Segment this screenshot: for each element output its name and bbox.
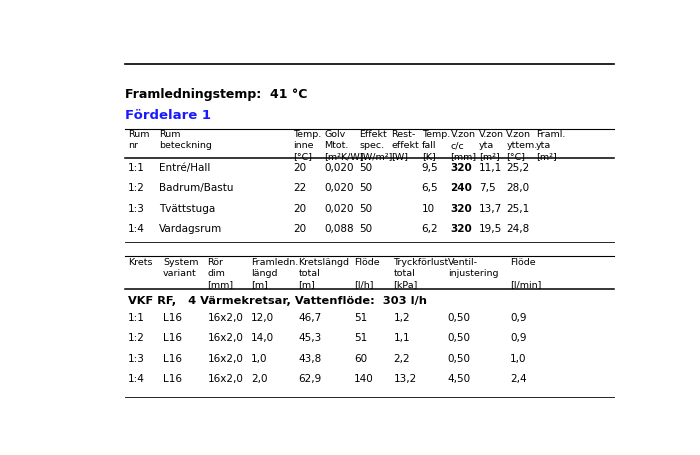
Text: 25,2: 25,2 xyxy=(506,163,530,173)
Text: Entré/Hall: Entré/Hall xyxy=(159,163,211,173)
Text: 320: 320 xyxy=(450,163,473,173)
Text: 2,4: 2,4 xyxy=(510,374,526,384)
Text: Flöde

[l/min]: Flöde [l/min] xyxy=(510,258,542,289)
Text: Effekt
spec.
[W/m²]: Effekt spec. [W/m²] xyxy=(359,130,393,162)
Text: Krets: Krets xyxy=(127,258,152,267)
Text: Rum
beteckning: Rum beteckning xyxy=(159,130,212,150)
Text: VKF RF,   4 Värmekretsar, Vattenflöde:  303 l/h: VKF RF, 4 Värmekretsar, Vattenflöde: 303… xyxy=(127,296,426,306)
Text: 0,020: 0,020 xyxy=(324,204,354,214)
Text: Temp.
fall
[K]: Temp. fall [K] xyxy=(421,130,450,162)
Text: 4,50: 4,50 xyxy=(448,374,471,384)
Text: Framl.
yta
[m²]: Framl. yta [m²] xyxy=(536,130,566,162)
Text: 6,5: 6,5 xyxy=(421,183,438,193)
Text: 1:4: 1:4 xyxy=(127,224,144,234)
Text: 1,0: 1,0 xyxy=(510,354,526,364)
Text: 20: 20 xyxy=(293,163,306,173)
Text: 0,9: 0,9 xyxy=(510,334,526,344)
Text: 45,3: 45,3 xyxy=(298,334,322,344)
Text: Flöde

[l/h]: Flöde [l/h] xyxy=(354,258,379,289)
Text: 20: 20 xyxy=(293,224,306,234)
Text: V.zon
yta
[m²]: V.zon yta [m²] xyxy=(480,130,504,162)
Text: Temp.
inne
[°C]: Temp. inne [°C] xyxy=(293,130,321,162)
Text: 10: 10 xyxy=(421,204,435,214)
Text: 46,7: 46,7 xyxy=(298,313,322,323)
Text: Tryckförlust
total
[kPa]: Tryckförlust total [kPa] xyxy=(393,258,449,289)
Text: 16x2,0: 16x2,0 xyxy=(207,354,244,364)
Text: 13,7: 13,7 xyxy=(480,204,503,214)
Text: 1,2: 1,2 xyxy=(393,313,410,323)
Text: V.zon
yttem.
[°C]: V.zon yttem. [°C] xyxy=(506,130,538,162)
Text: 13,2: 13,2 xyxy=(393,374,416,384)
Text: 20: 20 xyxy=(293,204,306,214)
Text: 16x2,0: 16x2,0 xyxy=(207,374,244,384)
Text: 16x2,0: 16x2,0 xyxy=(207,313,244,323)
Text: 60: 60 xyxy=(354,354,367,364)
Text: 7,5: 7,5 xyxy=(480,183,496,193)
Text: 1:1: 1:1 xyxy=(127,163,144,173)
Text: 1:3: 1:3 xyxy=(127,204,144,214)
Text: 9,5: 9,5 xyxy=(421,163,438,173)
Text: 2,0: 2,0 xyxy=(251,374,267,384)
Text: Framledningstemp:  41 °C: Framledningstemp: 41 °C xyxy=(125,88,308,101)
Text: L16: L16 xyxy=(163,354,182,364)
Text: Vardagsrum: Vardagsrum xyxy=(159,224,223,234)
Text: Tvättstuga: Tvättstuga xyxy=(159,204,216,214)
Text: 1,0: 1,0 xyxy=(251,354,267,364)
Text: Kretslängd
total
[m]: Kretslängd total [m] xyxy=(298,258,349,289)
Text: 25,1: 25,1 xyxy=(506,204,530,214)
Text: 2,2: 2,2 xyxy=(393,354,410,364)
Text: 0,50: 0,50 xyxy=(448,313,470,323)
Text: L16: L16 xyxy=(163,374,182,384)
Text: 12,0: 12,0 xyxy=(251,313,274,323)
Text: 51: 51 xyxy=(354,334,367,344)
Text: 320: 320 xyxy=(450,224,473,234)
Text: 0,088: 0,088 xyxy=(324,224,354,234)
Text: 50: 50 xyxy=(359,183,372,193)
Text: 24,8: 24,8 xyxy=(506,224,530,234)
Text: 51: 51 xyxy=(354,313,367,323)
Text: 62,9: 62,9 xyxy=(298,374,322,384)
Text: 140: 140 xyxy=(354,374,374,384)
Text: 50: 50 xyxy=(359,204,372,214)
Text: 22: 22 xyxy=(293,183,307,193)
Text: Ventil-
injustering: Ventil- injustering xyxy=(448,258,498,278)
Text: 0,50: 0,50 xyxy=(448,354,470,364)
Text: Rum
nr: Rum nr xyxy=(127,130,149,150)
Text: 240: 240 xyxy=(450,183,473,193)
Text: V.zon
c/c
[mm]: V.zon c/c [mm] xyxy=(450,130,477,162)
Text: 50: 50 xyxy=(359,163,372,173)
Text: 1:2: 1:2 xyxy=(127,183,144,193)
Text: L16: L16 xyxy=(163,313,182,323)
Text: 43,8: 43,8 xyxy=(298,354,322,364)
Text: Rest-
effekt
[W]: Rest- effekt [W] xyxy=(391,130,419,162)
Text: 1:2: 1:2 xyxy=(127,334,144,344)
Text: 19,5: 19,5 xyxy=(480,224,503,234)
Text: Badrum/Bastu: Badrum/Bastu xyxy=(159,183,234,193)
Text: 1:4: 1:4 xyxy=(127,374,144,384)
Text: 0,50: 0,50 xyxy=(448,334,470,344)
Text: 14,0: 14,0 xyxy=(251,334,274,344)
Text: Fördelare 1: Fördelare 1 xyxy=(125,109,211,122)
Text: 0,020: 0,020 xyxy=(324,183,354,193)
Text: 0,020: 0,020 xyxy=(324,163,354,173)
Text: 320: 320 xyxy=(450,204,473,214)
Text: 16x2,0: 16x2,0 xyxy=(207,334,244,344)
Text: Rör
dim
[mm]: Rör dim [mm] xyxy=(207,258,234,289)
Text: 0,9: 0,9 xyxy=(510,313,526,323)
Text: 11,1: 11,1 xyxy=(480,163,503,173)
Text: System
variant: System variant xyxy=(163,258,198,278)
Text: 6,2: 6,2 xyxy=(421,224,438,234)
Text: 1,1: 1,1 xyxy=(393,334,410,344)
Text: L16: L16 xyxy=(163,334,182,344)
Text: 50: 50 xyxy=(359,224,372,234)
Text: 1:1: 1:1 xyxy=(127,313,144,323)
Text: Framledn.
längd
[m]: Framledn. längd [m] xyxy=(251,258,298,289)
Text: 28,0: 28,0 xyxy=(506,183,529,193)
Text: Golv
Mtot.
[m²K/W]: Golv Mtot. [m²K/W] xyxy=(324,130,363,162)
Text: 1:3: 1:3 xyxy=(127,354,144,364)
